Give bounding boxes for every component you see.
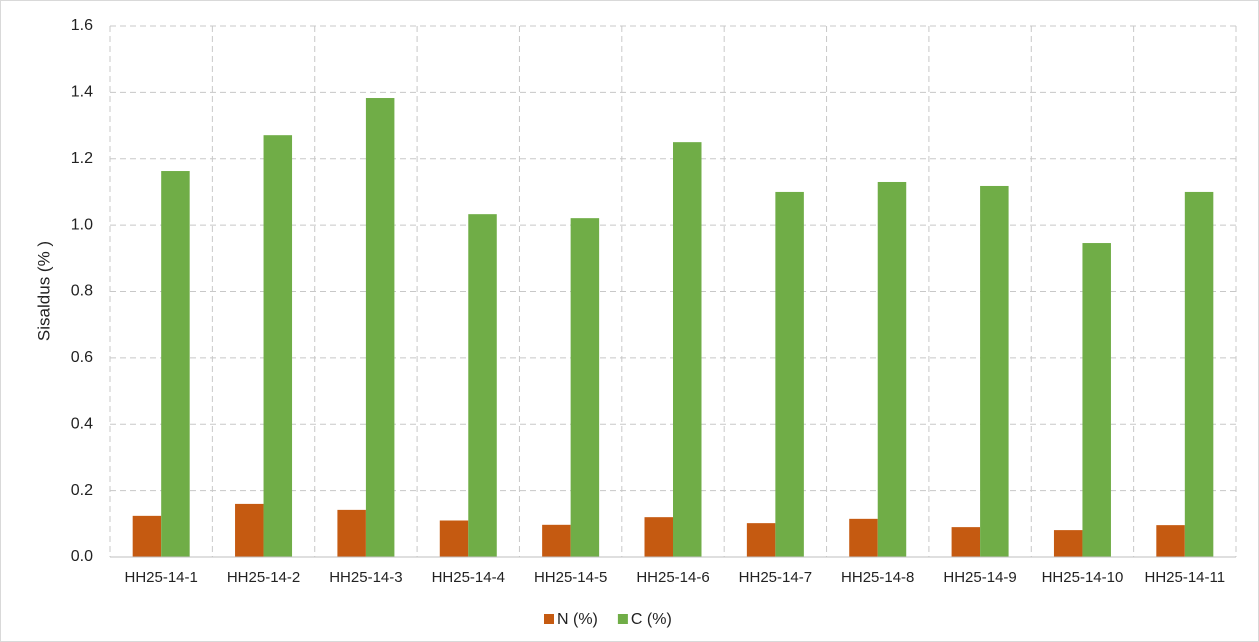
bar: [673, 142, 702, 557]
y-tick-label: 0.2: [71, 482, 93, 499]
x-tick-label: HH25-14-8: [841, 569, 914, 586]
legend-swatch: [617, 614, 628, 624]
bar: [337, 509, 366, 557]
y-tick-label: 0.0: [71, 548, 93, 565]
y-axis-label: Sisaldus (% ): [34, 241, 53, 341]
bar: [570, 218, 600, 557]
x-tick-label: HH25-14-9: [943, 569, 1016, 586]
bar: [951, 527, 981, 557]
y-tick-label: 1.0: [71, 216, 93, 233]
bar: [775, 191, 804, 557]
bar: [877, 181, 907, 557]
bar: [1053, 530, 1083, 557]
bar: [849, 518, 878, 557]
bar: [235, 503, 264, 557]
bar: [1184, 191, 1214, 557]
x-tick-label: HH25-14-3: [329, 569, 402, 586]
y-tick-label: 1.2: [71, 150, 93, 167]
y-tick-label: 0.8: [71, 283, 93, 300]
legend-label: N (%): [557, 611, 598, 628]
bar: [980, 185, 1009, 557]
x-tick-label: HH25-14-5: [534, 569, 607, 586]
bar: [746, 523, 776, 557]
bar: [439, 520, 469, 557]
x-tick-label: HH25-14-11: [1145, 569, 1226, 586]
x-tick-label: HH25-14-10: [1042, 569, 1124, 586]
bar: [365, 98, 395, 557]
bar: [1082, 243, 1111, 557]
bar: [542, 524, 571, 557]
legend-label: C (%): [631, 611, 672, 628]
y-tick-label: 0.6: [71, 349, 93, 366]
y-tick-label: 1.6: [71, 17, 93, 34]
bar: [1156, 525, 1185, 557]
legend-swatch: [544, 614, 554, 624]
bar: [644, 517, 673, 557]
x-tick-label: HH25-14-2: [227, 569, 300, 586]
y-tick-label: 0.4: [71, 415, 93, 432]
x-tick-label: HH25-14-1: [124, 569, 197, 586]
bar: [161, 171, 190, 558]
bar: [132, 515, 162, 557]
x-tick-label: HH25-14-4: [432, 569, 505, 586]
bar: [263, 135, 293, 557]
bar: [468, 214, 497, 557]
y-tick-label: 1.4: [71, 84, 93, 101]
x-tick-label: HH25-14-7: [739, 569, 812, 586]
x-tick-label: HH25-14-6: [636, 569, 709, 586]
